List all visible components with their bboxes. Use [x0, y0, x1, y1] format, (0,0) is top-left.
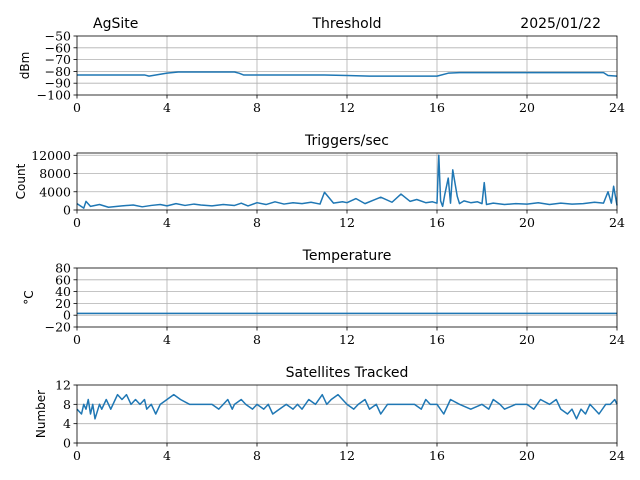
temperature-xtick-label: 12 — [339, 332, 355, 347]
temperature-ytick-label: 80 — [55, 261, 71, 276]
satellites-xtick-label: 0 — [73, 448, 81, 463]
threshold-ytick-label: −60 — [45, 40, 71, 55]
triggers-ytick-label: 4000 — [39, 184, 71, 199]
triggers-xtick-label: 16 — [429, 215, 445, 230]
threshold-ytick-label: −80 — [45, 64, 71, 79]
temperature-xtick-label: 20 — [519, 332, 535, 347]
threshold-xtick-label: 16 — [429, 100, 445, 115]
temperature-ytick-label: −20 — [45, 320, 71, 335]
triggers-ytick-label: 0 — [63, 203, 71, 218]
triggers-ytick-label: 8000 — [39, 166, 71, 181]
temperature-xtick-label: 16 — [429, 332, 445, 347]
satellites-ylabel: Number — [34, 390, 48, 438]
temperature-xtick-label: 4 — [163, 332, 171, 347]
temperature-xtick-label: 24 — [609, 332, 625, 347]
satellites-xtick-label: 16 — [429, 448, 445, 463]
threshold-title: Threshold — [312, 16, 382, 32]
triggers-ytick-label: 12000 — [31, 148, 71, 163]
temperature-xtick-label: 0 — [73, 332, 81, 347]
triggers-xtick-label: 8 — [253, 215, 261, 230]
threshold-panel: 0 4 8 12 16 20 24 −100−90−80−70−60−50 Threshold d… — [18, 16, 625, 115]
satellites-xtick-label: 8 — [253, 448, 261, 463]
threshold-ytick-label: −50 — [45, 29, 71, 44]
temperature-ytick-label: 20 — [55, 296, 71, 311]
threshold-ytick-label: −70 — [45, 52, 71, 67]
triggers-xtick-label: 24 — [609, 215, 625, 230]
date-label: 2025/01/22 — [520, 16, 601, 32]
triggers-xtick-label: 0 — [73, 215, 81, 230]
triggers-xtick-label: 4 — [163, 215, 171, 230]
threshold-xtick-label: 0 — [73, 100, 81, 115]
satellites-ytick-label: 8 — [63, 397, 71, 412]
threshold-ylabel: dBm — [18, 52, 32, 80]
temperature-ylabel: °C — [22, 290, 36, 304]
satellites-xtick-label: 12 — [339, 448, 355, 463]
satellites-ytick-label: 4 — [63, 416, 71, 431]
temperature-title: Temperature — [302, 248, 392, 264]
chart-panels: 0 4 8 12 16 20 24 −100−90−80−70−60−50 Threshold d… — [14, 16, 625, 463]
triggers-series-line — [76, 154, 618, 209]
satellites-title: Satellites Tracked — [286, 365, 409, 381]
satellites-xtick-label: 20 — [519, 448, 535, 463]
threshold-xtick-label: 8 — [253, 100, 261, 115]
threshold-xtick-label: 12 — [339, 100, 355, 115]
triggers-xtick-label: 12 — [339, 215, 355, 230]
temperature-ytick-label: 60 — [55, 272, 71, 287]
threshold-ytick-label: −90 — [45, 76, 71, 91]
site-label: AgSite — [93, 16, 138, 32]
temperature-xtick-label: 8 — [253, 332, 261, 347]
satellites-xtick-label: 4 — [163, 448, 171, 463]
satellites-ytick-label: 0 — [63, 436, 71, 451]
satellites-ytick-label: 12 — [55, 378, 71, 393]
satellites-series-line — [76, 393, 618, 420]
temperature-ytick-label: 0 — [63, 308, 71, 323]
temperature-ytick-label: 40 — [55, 284, 71, 299]
threshold-ytick-label: −100 — [37, 88, 71, 103]
triggers-panel: 0 4 8 12 16 20 24 0 4000 8000 12000 Triggers/sec Cou… — [14, 133, 625, 230]
triggers-ylabel: Count — [14, 163, 28, 199]
satellites-panel: 0 4 8 12 16 20 24 0 4 8 12 Satellites Tracked Number — [34, 365, 625, 463]
threshold-xtick-label: 4 — [163, 100, 171, 115]
satellites-xtick-label: 24 — [609, 448, 625, 463]
threshold-series-line — [77, 71, 618, 77]
triggers-xtick-label: 20 — [519, 215, 535, 230]
threshold-xtick-label: 24 — [609, 100, 625, 115]
triggers-title: Triggers/sec — [304, 133, 389, 149]
threshold-xtick-label: 20 — [519, 100, 535, 115]
